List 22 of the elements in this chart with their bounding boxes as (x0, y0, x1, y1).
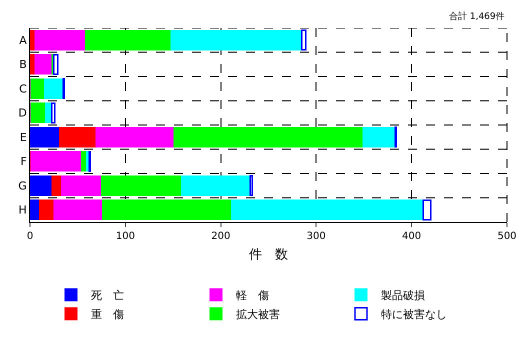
x-tick-label: 300 (306, 231, 326, 242)
legend-label: 軽 傷 (236, 288, 269, 302)
y-tick-label: G (18, 179, 27, 192)
y-tick-label: A (19, 34, 28, 47)
x-tick-label: 200 (211, 231, 230, 242)
y-tick-label: F (20, 155, 27, 168)
text: 合計 1,469件 (449, 11, 505, 22)
legend-label: 製品破損 (381, 288, 425, 302)
y-tick-label: D (18, 106, 27, 120)
y-tick-label: H (18, 204, 27, 217)
x-axis-title: 件 数 (249, 248, 288, 263)
legend-label: 重 傷 (91, 308, 124, 321)
y-tick-label: B (19, 58, 27, 72)
x-tick-label: 500 (497, 231, 517, 242)
legend-label: 死 亡 (91, 288, 124, 302)
y-tick-label: C (19, 82, 28, 96)
x-tick-label: 0 (26, 231, 34, 242)
y-tick-label: E (20, 130, 27, 144)
legend-label: 特に被害なし (381, 308, 447, 321)
x-tick-label: 100 (116, 231, 135, 242)
x-tick-label: 400 (402, 231, 422, 242)
legend-label: 拡大被害 (236, 308, 280, 321)
